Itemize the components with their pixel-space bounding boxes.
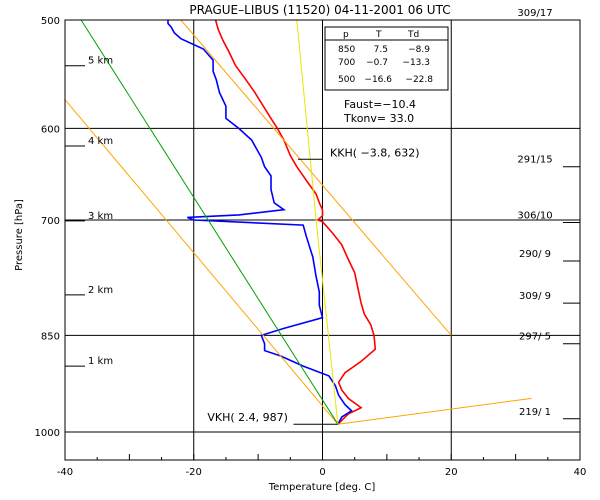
grid [65,19,580,460]
table-header-t: T [375,30,382,40]
table-header-p: p [343,30,349,40]
profile-line-3 [65,98,339,425]
y-tick-label: 700 [41,216,60,227]
y-tick-label: 1000 [35,428,60,439]
table-cell-p-700: 700 [338,58,355,68]
altitude-label-5-km: 5 km [88,56,113,67]
table-cell-t-700: −0.7 [366,58,388,68]
table-header-td: Td [407,30,419,40]
altitude-label-2-km: 2 km [88,285,113,296]
profile-lines [65,20,532,425]
text-labels: 1 km 2 km 3 km 4 km 5 km 309/17 291/15 306/10 29… [65,8,580,424]
wind-label-291-15: 291/15 [517,155,552,166]
altitude-label-1-km: 1 km [88,356,113,367]
table-cell-t-500: −16.6 [364,75,392,85]
x-tick-label: -20 [186,467,202,478]
annotation-kkh: KKH( −3.8, 632) [330,146,419,159]
table-cell-td-700: −13.3 [402,58,430,68]
x-tick-label: 20 [445,467,458,478]
table-cell-p-500: 500 [338,75,355,85]
altitude-label-3-km: 3 km [88,211,113,222]
profile-line-5 [180,20,452,336]
axes: -40 -20 0 20 40 500 600 700 850 1000 [35,16,587,478]
wind-label-306-10: 306/10 [517,211,552,222]
y-tick-label: 850 [41,331,60,342]
x-axis-label: Temperature [deg. C] [268,482,376,493]
profile-line-6 [80,20,339,425]
table-cell-p-850: 850 [338,45,355,55]
faust-index: Faust=−10.4 [344,98,416,111]
y-tick-label: 500 [41,16,60,27]
wind-label-290-9: 290/ 9 [519,249,551,260]
table-cell-td-850: −8.9 [408,45,430,55]
profile-line-1 [214,20,377,425]
annotation-vkh: VKH( 2.4, 987) [207,411,288,424]
table-cell-td-500: −22.8 [405,75,433,85]
wind-label-309-9: 309/ 9 [519,291,551,302]
chart-title: PRAGUE–LIBUS (11520) 04-11-2001 06 UTC [189,3,450,17]
wind-label-219-1: 219/ 1 [519,407,551,418]
x-tick-label: 0 [319,467,325,478]
wind-label-297-5: 297/ 5 [519,332,551,343]
tkonv-index: Tkonv= 33.0 [343,112,414,125]
profile-line-7 [296,20,339,425]
y-tick-label: 600 [41,124,60,135]
wind-label-309-17: 309/17 [517,8,552,19]
table-cell-t-850: 7.5 [374,45,388,55]
x-tick-label: -40 [57,467,73,478]
x-tick-label: 40 [574,467,587,478]
profile-line-4 [337,397,532,425]
sounding-table: p T Td 850 7.5 −8.9 700 −0.7 −13.3 500 −… [324,26,449,91]
y-axis-label: Pressure [hPa] [14,199,25,271]
profile-line-2 [167,20,353,425]
altitude-label-4-km: 4 km [88,136,113,147]
sounding-table-frame [324,26,449,91]
